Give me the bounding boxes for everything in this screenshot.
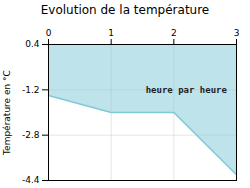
svg-text:2: 2 — [171, 28, 177, 38]
svg-text:1: 1 — [108, 28, 114, 38]
svg-text:Température en °C: Température en °C — [2, 70, 12, 156]
svg-text:0: 0 — [46, 28, 52, 38]
svg-text:-4.4: -4.4 — [22, 175, 40, 185]
svg-text:0.4: 0.4 — [25, 39, 40, 49]
html-text:Evolution de la température: Evolution de la température — [40, 3, 210, 17]
svg-text:-1.2: -1.2 — [22, 85, 40, 95]
svg-text:3: 3 — [234, 28, 240, 38]
svg-text:-2.8: -2.8 — [22, 130, 40, 140]
svg-text:heure par heure: heure par heure — [146, 85, 228, 95]
